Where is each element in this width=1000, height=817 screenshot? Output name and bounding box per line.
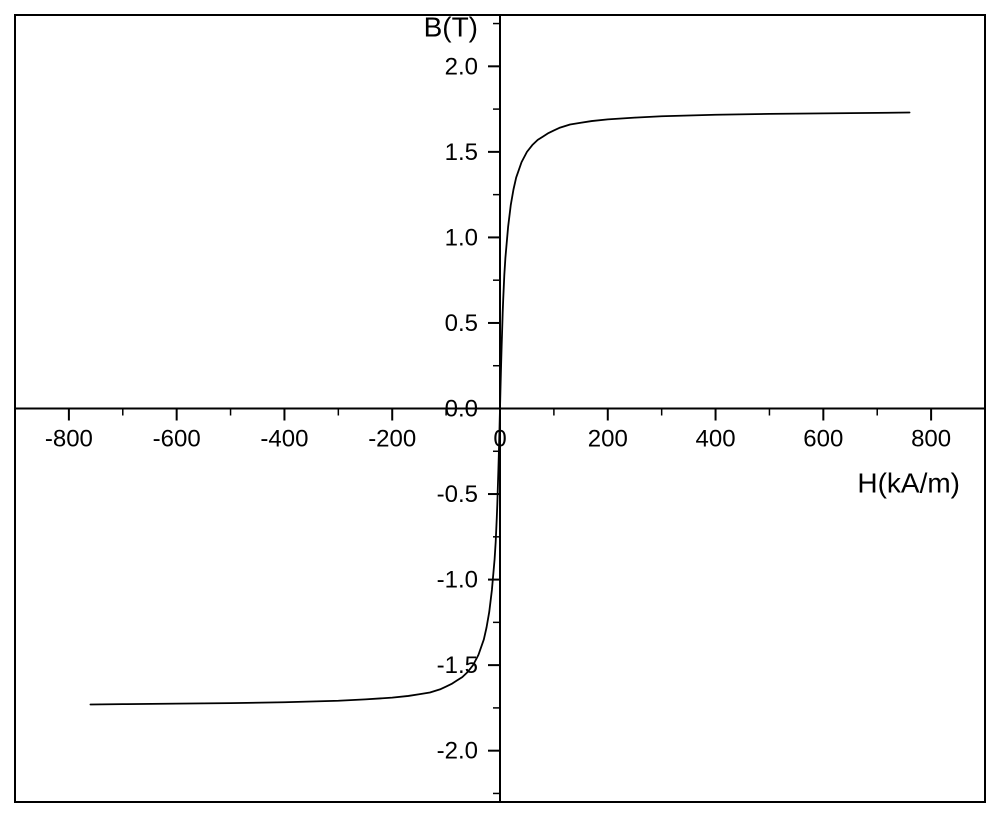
chart-container: -800-600-400-2000200400600800-2.0-1.5-1.… bbox=[0, 0, 1000, 817]
y-axis-label: B(T) bbox=[424, 11, 478, 42]
x-tick-label: -400 bbox=[260, 426, 308, 453]
y-tick-label: -2.0 bbox=[437, 738, 478, 765]
y-ticks: -2.0-1.5-1.0-0.50.00.51.01.52.0 bbox=[437, 24, 500, 794]
x-tick-label: 800 bbox=[911, 426, 951, 453]
y-tick-label: 1.5 bbox=[445, 139, 478, 166]
x-tick-label: -600 bbox=[153, 426, 201, 453]
y-tick-label: -0.5 bbox=[437, 481, 478, 508]
y-tick-label: 0.0 bbox=[445, 396, 478, 423]
x-ticks: -800-600-400-2000200400600800 bbox=[45, 409, 951, 453]
y-tick-label: 2.0 bbox=[445, 53, 478, 80]
y-tick-label: 0.5 bbox=[445, 310, 478, 337]
hysteresis-chart: -800-600-400-2000200400600800-2.0-1.5-1.… bbox=[0, 0, 1000, 817]
x-tick-label: 200 bbox=[588, 426, 628, 453]
x-tick-label: 600 bbox=[803, 426, 843, 453]
x-tick-label: 400 bbox=[696, 426, 736, 453]
x-axis-label: H(kA/m) bbox=[857, 468, 960, 499]
x-tick-label: -200 bbox=[368, 426, 416, 453]
x-tick-label: -800 bbox=[45, 426, 93, 453]
y-tick-label: -1.0 bbox=[437, 567, 478, 594]
y-tick-label: 1.0 bbox=[445, 224, 478, 251]
